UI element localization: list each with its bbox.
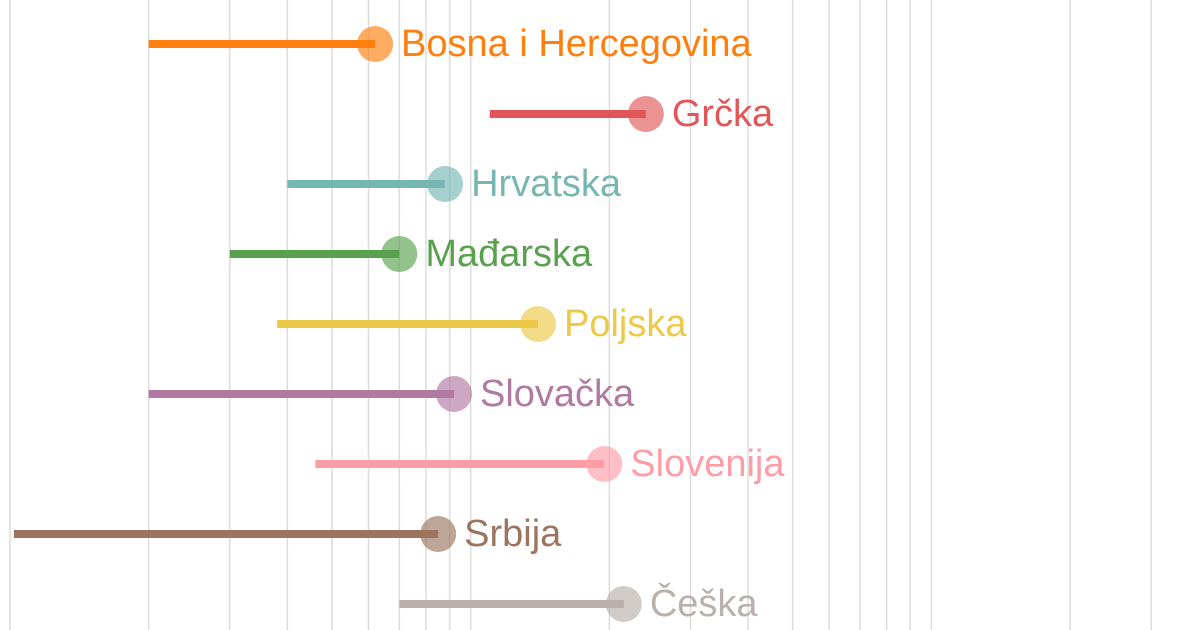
end-point <box>586 446 623 482</box>
end-point <box>427 166 464 202</box>
series-row: Hrvatska <box>287 163 622 205</box>
series-row: Mađarska <box>229 233 593 275</box>
end-point <box>435 376 472 412</box>
end-point <box>605 586 642 622</box>
end-point <box>420 516 457 552</box>
end-point <box>357 26 394 62</box>
grid <box>9 0 1152 630</box>
end-point <box>381 236 418 272</box>
series-label: Srbija <box>464 513 562 555</box>
series-label: Grčka <box>672 93 774 135</box>
series-row: Češka <box>399 581 758 625</box>
series-row: Srbija <box>13 513 562 555</box>
series-label: Češka <box>650 581 759 625</box>
series-row: Slovenija <box>315 443 785 485</box>
end-point <box>627 96 664 132</box>
series-row: Poljska <box>277 303 687 345</box>
series-label: Poljska <box>564 303 687 345</box>
series-label: Hrvatska <box>471 163 622 205</box>
series-label: Bosna i Hercegovina <box>401 23 753 65</box>
series-row: Bosna i Hercegovina <box>148 23 753 65</box>
end-point <box>519 306 556 342</box>
series-label: Slovenija <box>630 443 785 485</box>
series-label: Mađarska <box>425 233 593 275</box>
series-row: Slovačka <box>148 373 635 415</box>
series-row: Grčka <box>489 93 774 135</box>
chart-marks: Bosna i Hercegovina Grčka Hrvatska Mađarska… <box>13 23 785 625</box>
series-label: Slovačka <box>480 373 635 415</box>
